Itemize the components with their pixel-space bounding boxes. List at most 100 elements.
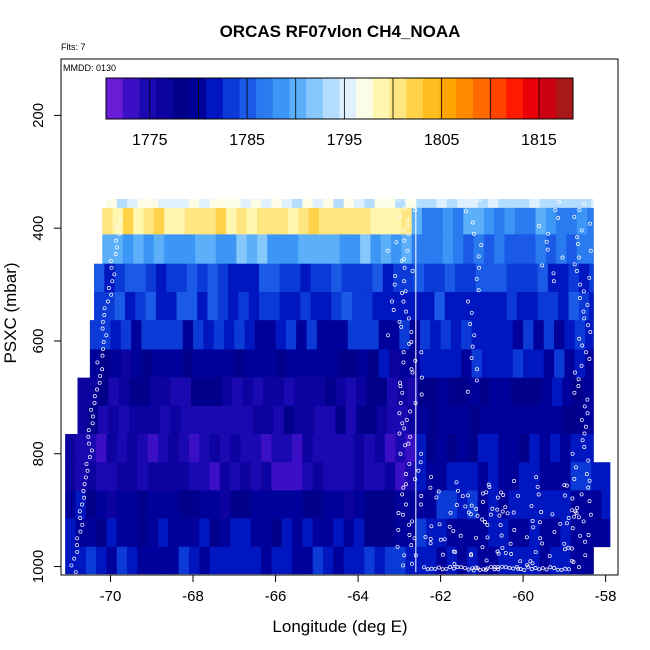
heatmap-cell (296, 349, 308, 378)
heatmap-cell (85, 462, 97, 491)
heatmap-cell (570, 546, 582, 575)
heatmap-cell (116, 546, 128, 575)
heatmap-cell (364, 434, 376, 463)
colorbar-swatch (289, 78, 307, 119)
heatmap-cell (209, 434, 221, 463)
heatmap-cell (289, 263, 301, 293)
track-point (569, 558, 574, 563)
track-point (577, 565, 581, 570)
track-point (587, 357, 592, 361)
heatmap-cell (488, 518, 499, 548)
heatmap-cell (417, 377, 429, 407)
colorbar-swatch (139, 78, 157, 119)
heatmap-cell (201, 405, 213, 435)
heatmap-cell (141, 349, 153, 378)
heatmap-cell (151, 320, 163, 350)
track-point (503, 565, 508, 570)
heatmap-cell (333, 434, 345, 463)
heatmap-cell (94, 291, 105, 321)
heatmap-cell (469, 377, 481, 407)
heatmap-cell (358, 349, 369, 378)
track-point (481, 499, 485, 504)
heatmap-cell (215, 207, 227, 235)
track-point (429, 524, 434, 529)
heatmap-cell (197, 263, 209, 293)
heatmap-cell (395, 434, 407, 463)
heatmap-cell (568, 291, 580, 321)
heatmap-cell (312, 546, 324, 575)
heatmap-cell (263, 405, 275, 435)
track-point (105, 299, 110, 304)
heatmap-cell (234, 320, 246, 350)
track-point (544, 567, 549, 572)
heatmap-cell (248, 291, 260, 321)
heatmap-cell (580, 490, 592, 519)
heatmap-cell (364, 462, 376, 491)
track-point (573, 465, 578, 470)
heatmap-cell (389, 320, 400, 350)
track-point (570, 526, 575, 531)
track-point (495, 507, 500, 512)
heatmap-cell (333, 462, 345, 491)
heatmap-cell (273, 377, 285, 407)
heatmap-cell (254, 320, 266, 350)
track-point (109, 292, 114, 297)
heatmap-cell (485, 291, 497, 321)
heatmap-cell (281, 518, 293, 548)
heatmap-cell (562, 377, 574, 407)
track-point (497, 513, 502, 518)
heatmap-cell (89, 320, 101, 350)
track-point (98, 373, 103, 378)
heatmap-cell (527, 291, 539, 321)
heatmap-cell (446, 518, 458, 548)
heatmap-cell (287, 234, 299, 264)
heatmap-cell (188, 546, 200, 575)
heatmap-cell (500, 405, 512, 435)
heatmap-cell (549, 462, 561, 491)
heatmap-cell (106, 546, 118, 575)
heatmap-cell (279, 291, 291, 321)
heatmap-cell (155, 291, 167, 321)
heatmap-cell (131, 349, 143, 378)
heatmap-cell (116, 518, 128, 548)
heatmap-cell (415, 546, 427, 575)
heatmap-cell (335, 377, 347, 407)
track-point (454, 480, 459, 485)
heatmap-cell (323, 546, 334, 575)
heatmap-cell (533, 320, 545, 350)
colorbar-swatch (439, 78, 457, 119)
track-point (428, 485, 433, 490)
heatmap-cell (213, 349, 225, 378)
track-point (100, 367, 105, 372)
heatmap-cell (374, 518, 386, 548)
track-point (409, 329, 414, 334)
heatmap-cell (279, 263, 291, 293)
heatmap-cell (457, 518, 468, 548)
track-point (460, 494, 465, 499)
track-point (72, 556, 77, 561)
track-point (537, 223, 541, 228)
heatmap-cell (483, 207, 495, 235)
heatmap-cell (452, 234, 464, 264)
heatmap-cell (312, 462, 324, 491)
heatmap-cell (436, 518, 448, 548)
heatmap-cell (190, 377, 202, 407)
track-point (401, 563, 406, 568)
heatmap-cell (75, 462, 87, 491)
colorbar-swatch (472, 78, 491, 119)
heatmap-cell (96, 434, 107, 463)
heatmap-cell (374, 546, 386, 575)
heatmap-cell (533, 349, 545, 378)
track-point (581, 519, 586, 524)
heatmap-cell (382, 291, 394, 321)
heatmap-cell (413, 263, 425, 293)
heatmap-cell (269, 291, 281, 321)
heatmap-cell (444, 263, 456, 293)
heatmap-cell (364, 546, 376, 575)
heatmap-cell (219, 546, 231, 575)
colorbar-tick-label: 1775 (132, 132, 168, 149)
heatmap-cell (85, 490, 97, 519)
heatmap-cell (560, 546, 572, 575)
track-point (485, 523, 490, 527)
